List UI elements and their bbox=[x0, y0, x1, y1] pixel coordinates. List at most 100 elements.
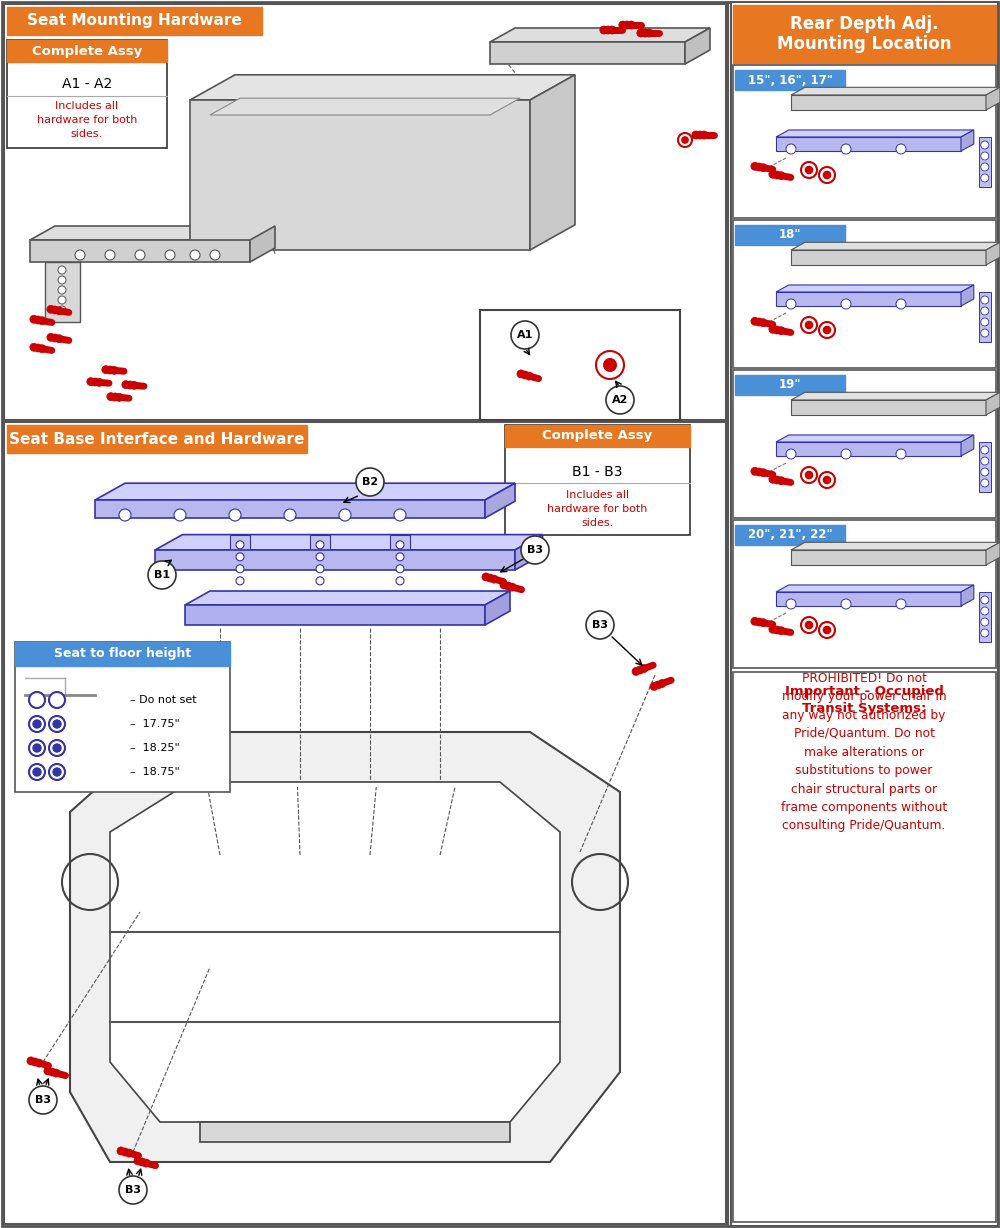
Circle shape bbox=[51, 334, 59, 343]
Circle shape bbox=[34, 316, 42, 324]
Circle shape bbox=[521, 371, 529, 379]
Circle shape bbox=[29, 1086, 57, 1114]
Text: B2: B2 bbox=[362, 476, 378, 488]
Polygon shape bbox=[30, 226, 275, 239]
Circle shape bbox=[981, 468, 989, 476]
Circle shape bbox=[236, 565, 244, 572]
Circle shape bbox=[755, 318, 763, 325]
Circle shape bbox=[190, 251, 200, 260]
Bar bbox=[4, 422, 726, 1224]
Bar bbox=[733, 519, 996, 668]
Circle shape bbox=[75, 251, 85, 260]
Circle shape bbox=[896, 298, 906, 309]
Circle shape bbox=[981, 318, 989, 325]
Circle shape bbox=[981, 446, 989, 454]
Circle shape bbox=[55, 307, 63, 314]
Circle shape bbox=[49, 716, 65, 732]
Circle shape bbox=[38, 345, 46, 352]
Circle shape bbox=[119, 508, 131, 521]
Circle shape bbox=[759, 619, 767, 626]
Bar bbox=[735, 70, 845, 90]
Circle shape bbox=[58, 276, 66, 284]
Polygon shape bbox=[776, 285, 974, 292]
Bar bbox=[735, 526, 845, 545]
Polygon shape bbox=[776, 585, 974, 592]
Bar bbox=[200, 1122, 510, 1142]
Bar bbox=[735, 375, 845, 395]
Circle shape bbox=[33, 720, 41, 728]
Circle shape bbox=[604, 359, 616, 371]
Polygon shape bbox=[230, 535, 250, 565]
Polygon shape bbox=[310, 535, 330, 565]
Circle shape bbox=[126, 381, 134, 389]
Polygon shape bbox=[70, 732, 620, 1162]
Circle shape bbox=[640, 664, 648, 673]
Circle shape bbox=[87, 378, 95, 386]
Circle shape bbox=[777, 626, 785, 635]
Text: Important - Occupied
Transit Systems:: Important - Occupied Transit Systems: bbox=[785, 685, 943, 715]
Text: Complete Assy: Complete Assy bbox=[542, 430, 653, 442]
Circle shape bbox=[29, 764, 45, 780]
Circle shape bbox=[48, 1068, 56, 1076]
Circle shape bbox=[751, 468, 759, 475]
Bar bbox=[480, 309, 680, 420]
Polygon shape bbox=[95, 483, 515, 500]
Circle shape bbox=[316, 577, 324, 585]
Polygon shape bbox=[791, 95, 986, 111]
Circle shape bbox=[751, 618, 759, 625]
Circle shape bbox=[236, 577, 244, 585]
Circle shape bbox=[619, 21, 627, 29]
Circle shape bbox=[49, 740, 65, 756]
Circle shape bbox=[786, 599, 796, 609]
Circle shape bbox=[229, 508, 241, 521]
Circle shape bbox=[142, 1159, 150, 1167]
Circle shape bbox=[396, 553, 404, 561]
Polygon shape bbox=[515, 534, 542, 570]
Circle shape bbox=[500, 581, 508, 589]
Polygon shape bbox=[791, 392, 1000, 400]
Circle shape bbox=[107, 393, 115, 400]
Circle shape bbox=[51, 306, 59, 314]
Circle shape bbox=[981, 152, 989, 160]
Circle shape bbox=[841, 298, 851, 309]
Circle shape bbox=[49, 693, 65, 709]
Circle shape bbox=[138, 1158, 146, 1167]
Polygon shape bbox=[776, 292, 961, 306]
Circle shape bbox=[777, 327, 785, 335]
Circle shape bbox=[53, 768, 61, 776]
Polygon shape bbox=[791, 242, 1000, 251]
Circle shape bbox=[236, 553, 244, 561]
Circle shape bbox=[396, 565, 404, 572]
Polygon shape bbox=[961, 130, 974, 151]
Polygon shape bbox=[190, 75, 575, 99]
Circle shape bbox=[58, 296, 66, 305]
Text: B3: B3 bbox=[35, 1095, 51, 1105]
Circle shape bbox=[482, 573, 490, 581]
Circle shape bbox=[504, 582, 512, 589]
Polygon shape bbox=[791, 550, 986, 565]
Circle shape bbox=[805, 167, 813, 173]
Circle shape bbox=[35, 1059, 43, 1067]
Polygon shape bbox=[986, 87, 1000, 111]
Circle shape bbox=[165, 251, 175, 260]
Bar bbox=[979, 292, 991, 343]
Circle shape bbox=[115, 393, 123, 402]
Circle shape bbox=[823, 626, 831, 634]
Polygon shape bbox=[776, 130, 974, 138]
Polygon shape bbox=[791, 87, 1000, 95]
Text: Includes all
hardware for both
sides.: Includes all hardware for both sides. bbox=[37, 101, 137, 139]
Circle shape bbox=[773, 171, 781, 179]
Circle shape bbox=[53, 720, 61, 728]
Text: Complete Assy: Complete Assy bbox=[32, 44, 142, 58]
Bar bbox=[7, 41, 167, 149]
Circle shape bbox=[981, 329, 989, 336]
Polygon shape bbox=[685, 28, 710, 64]
Circle shape bbox=[33, 768, 41, 776]
Bar bbox=[979, 442, 991, 492]
Polygon shape bbox=[961, 435, 974, 456]
Circle shape bbox=[650, 683, 658, 690]
Circle shape bbox=[751, 162, 759, 171]
Circle shape bbox=[135, 251, 145, 260]
Text: Seat Base Interface and Hardware: Seat Base Interface and Hardware bbox=[9, 431, 305, 447]
Circle shape bbox=[981, 296, 989, 305]
